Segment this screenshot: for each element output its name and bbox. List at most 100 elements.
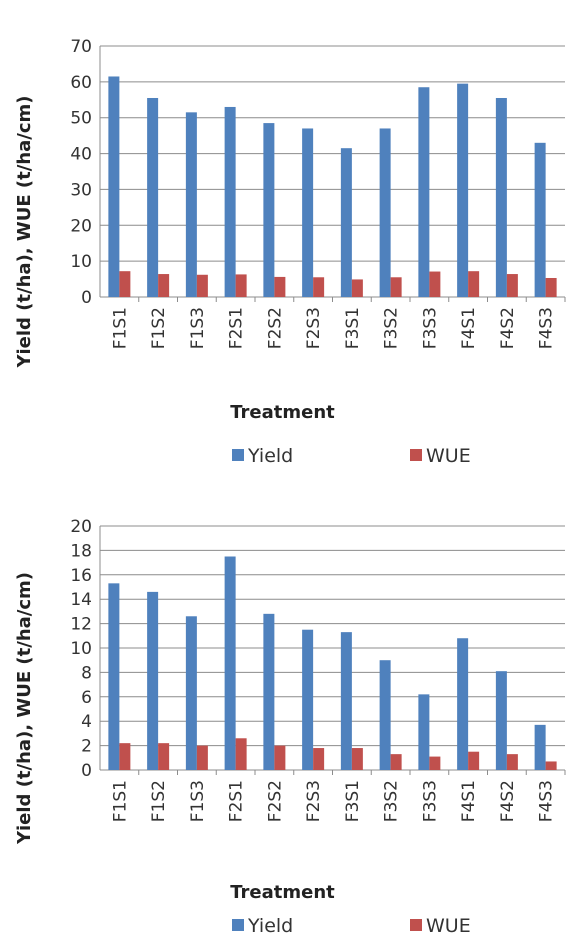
bar-yield	[185, 112, 197, 297]
bar-wue	[235, 274, 247, 297]
bar-yield	[224, 106, 236, 297]
y-tick-label: 4	[81, 712, 92, 732]
y-tick-label: 50	[70, 109, 92, 129]
bar-wue	[313, 277, 325, 297]
bar-wue	[313, 748, 325, 770]
bar-wue	[158, 274, 170, 297]
bar-yield	[457, 638, 469, 770]
bar-wue	[235, 738, 247, 770]
x-tick-label: F2S1	[227, 307, 247, 349]
x-tick-label: F1S2	[149, 780, 169, 822]
bar-yield	[108, 76, 120, 297]
bar-yield	[263, 123, 275, 297]
x-tick-label: F1S3	[188, 307, 208, 349]
bar-yield	[263, 613, 275, 770]
chart-bottom: 0 2 4 6 8 10 12 14 16 18 20 F1S1 F1S2 F1S3 F2S1 F2S2 F2S…	[14, 517, 566, 937]
y-tick-label: 12	[70, 615, 92, 635]
x-tick-label: F1S2	[149, 307, 169, 349]
legend-swatch-yield	[232, 449, 244, 461]
x-tick-label: F3S2	[382, 780, 402, 822]
y-tick-label: 0	[81, 288, 92, 308]
y-tick-label: 60	[70, 73, 92, 93]
x-tick-label: F2S3	[304, 780, 324, 822]
bar-yield	[495, 97, 507, 297]
x-tick-label: F1S1	[110, 780, 130, 822]
legend-label-wue: WUE	[426, 915, 471, 937]
bar-yield	[302, 629, 314, 770]
x-tick-label: F2S2	[265, 307, 285, 349]
x-tick-label: F3S1	[343, 307, 363, 349]
x-tick-label: F4S1	[459, 307, 479, 349]
y-axis-title: Yield (t/ha), WUE (t/ha/cm)	[14, 95, 35, 368]
bar-yield	[340, 632, 352, 770]
y-tick-label: 40	[70, 145, 92, 165]
y-tick-label: 6	[81, 688, 92, 708]
bar-yield	[418, 87, 430, 297]
x-axis-title: Treatment	[230, 882, 335, 903]
bar-yield	[379, 128, 391, 297]
bar-wue	[119, 271, 131, 297]
y-tick-label: 8	[81, 663, 92, 683]
bar-wue	[196, 745, 208, 770]
bar-wue	[429, 271, 441, 297]
bar-wue	[351, 748, 363, 770]
x-tick-label: F3S2	[382, 307, 402, 349]
legend-label-yield: Yield	[247, 445, 293, 467]
bar-yield	[185, 616, 197, 770]
bar-wue	[506, 274, 518, 297]
y-tick-label: 2	[81, 737, 92, 757]
y-tick-label: 0	[81, 761, 92, 781]
y-tick-label: 14	[70, 590, 92, 610]
bar-wue	[390, 754, 402, 770]
bar-wue	[158, 743, 170, 770]
y-tick-label: 20	[70, 517, 92, 537]
bar-yield	[340, 148, 352, 297]
bar-wue	[468, 751, 480, 770]
x-tick-label: F3S3	[420, 307, 440, 349]
bar-yield	[147, 97, 159, 297]
y-tick-label: 70	[70, 37, 92, 57]
x-tick-label: F4S3	[537, 307, 557, 349]
y-tick-label: 10	[70, 639, 92, 659]
bar-yield	[302, 128, 314, 297]
legend-label-wue: WUE	[426, 445, 471, 467]
bar-wue	[429, 756, 441, 770]
bar-yield	[108, 583, 120, 770]
x-tick-label: F4S1	[459, 780, 479, 822]
bar-wue	[545, 761, 557, 770]
x-tick-label: F4S3	[537, 780, 557, 822]
bar-yield	[147, 591, 159, 770]
bar-wue	[351, 279, 363, 297]
bar-wue	[545, 277, 557, 297]
chart-top: 0 10 20 30 40 50 60 70 F1S1 F1S2 F1S3 F2S1 F2S2 F2S3 F…	[14, 37, 566, 467]
bar-yield	[379, 660, 391, 770]
bar-yield	[534, 142, 546, 297]
bar-wue	[274, 745, 286, 770]
x-tick-label: F4S2	[498, 307, 518, 349]
legend-label-yield: Yield	[247, 915, 293, 937]
bar-yield	[534, 724, 546, 770]
bar-wue	[274, 276, 286, 297]
legend-swatch-yield	[232, 919, 244, 931]
bar-yield	[457, 83, 469, 298]
bar-yield	[418, 694, 430, 770]
y-tick-label: 10	[70, 252, 92, 272]
x-tick-label: F3S3	[420, 780, 440, 822]
bar-yield	[495, 671, 507, 770]
x-tick-label: F4S2	[498, 780, 518, 822]
x-axis-title: Treatment	[230, 402, 335, 423]
x-tick-label: F2S2	[265, 780, 285, 822]
legend-swatch-wue	[410, 449, 422, 461]
bar-wue	[468, 271, 480, 297]
y-tick-label: 20	[70, 216, 92, 236]
bar-wue	[506, 754, 518, 770]
y-tick-label: 30	[70, 180, 92, 200]
y-tick-label: 18	[70, 541, 92, 561]
bar-wue	[119, 743, 131, 770]
x-tick-label: F1S3	[188, 780, 208, 822]
legend-swatch-wue	[410, 919, 422, 931]
x-tick-label: F1S1	[110, 307, 130, 349]
y-tick-label: 16	[70, 566, 92, 586]
bar-wue	[196, 274, 208, 297]
